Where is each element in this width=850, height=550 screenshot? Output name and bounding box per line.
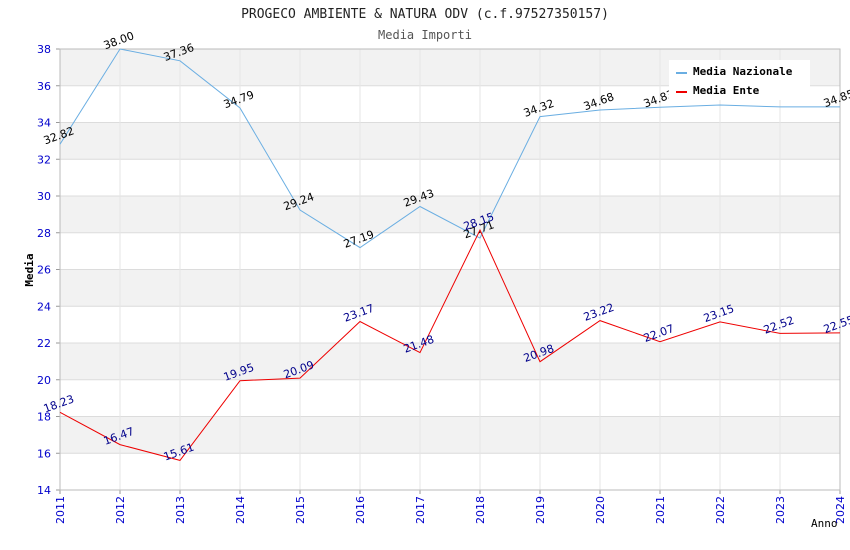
x-tick-label: 2022 (714, 496, 727, 524)
data-label: 34.32 (522, 97, 556, 120)
series-line-media-ente (59, 228, 841, 461)
legend: Media Nazionale Media Ente (669, 60, 810, 100)
plot-band (60, 122, 840, 160)
plot-band (60, 269, 840, 307)
data-label: 34.79 (222, 88, 256, 111)
series-line-media-nazionale (59, 48, 840, 249)
y-tick-label: 38 (37, 43, 51, 56)
plot-band (60, 196, 840, 233)
x-tick-label: 2017 (414, 496, 427, 524)
x-tick-label: 2011 (54, 496, 67, 524)
plot-frame (59, 48, 841, 491)
y-tick-label: 32 (37, 153, 51, 166)
x-tick-label: 2013 (174, 496, 187, 524)
plot-band (60, 343, 840, 380)
legend-box (669, 60, 810, 100)
x-tick-label: 2014 (234, 496, 247, 524)
x-tick-label: 2023 (774, 496, 787, 524)
x-tick-label: 2021 (654, 496, 667, 524)
x-tick-label: 2020 (594, 496, 607, 524)
y-tick-label: 26 (37, 264, 51, 277)
y-tick-label: 16 (37, 447, 51, 460)
x-axis-label: Anno (811, 517, 838, 530)
y-tick-label: 24 (37, 300, 51, 313)
legend-label-media-nazionale: Media Nazionale (693, 65, 793, 78)
y-tick-label: 36 (37, 80, 51, 93)
y-tick-label: 28 (37, 227, 51, 240)
data-label: 18.23 (42, 392, 76, 415)
y-tick-label: 30 (37, 190, 51, 203)
x-tick-label: 2018 (474, 496, 487, 524)
x-tick-label: 2016 (354, 496, 367, 524)
plot-background-bands (60, 49, 840, 454)
y-axis-label: Media (23, 253, 36, 286)
x-tick-label: 2012 (114, 496, 127, 524)
y-tick-label: 22 (37, 337, 51, 350)
x-tick-label: 2024 (834, 496, 847, 524)
x-tick-label: 2015 (294, 496, 307, 524)
x-axis-ticks: 2011 2012 2013 2014 2015 2016 2017 2018 2019 2020… (54, 49, 847, 524)
chart-title: PROGECO AMBIENTE & NATURA ODV (c.f.97527… (241, 7, 609, 22)
chart-subtitle: Media Importi (378, 28, 472, 42)
x-tick-label: 2019 (534, 496, 547, 524)
legend-label-media-ente: Media Ente (693, 84, 760, 97)
y-tick-label: 20 (37, 374, 51, 387)
series-lines (59, 48, 841, 461)
y-tick-label: 18 (37, 411, 51, 424)
y-tick-label: 14 (37, 484, 51, 497)
y-tick-label: 34 (37, 117, 51, 130)
